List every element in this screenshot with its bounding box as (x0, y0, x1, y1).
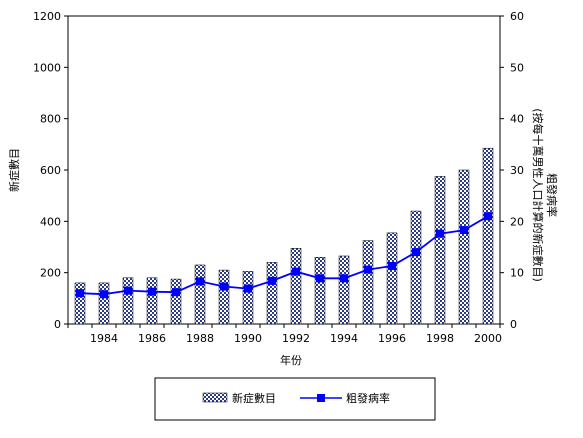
rate-point-1992 (292, 267, 300, 276)
bar-1998 (434, 176, 446, 325)
rate-point-1991 (268, 276, 276, 285)
bar-1985 (122, 277, 134, 325)
rate-point-1996 (388, 261, 396, 270)
bar-1986 (146, 277, 158, 325)
rate-point-1984 (100, 290, 108, 299)
left-tick-label: 0 (54, 318, 61, 331)
rate-point-1999 (460, 226, 468, 235)
left-tick-label: 200 (40, 267, 61, 280)
legend-bar-swatch (202, 392, 228, 403)
left-tick-label: 400 (40, 215, 61, 228)
x-tick-label: 1994 (330, 332, 358, 345)
left-tick-label: 1200 (33, 10, 61, 23)
bar-1987 (170, 278, 182, 325)
x-tick-label: 2000 (474, 332, 502, 345)
x-tick-label: 1998 (426, 332, 454, 345)
bar-1993 (314, 257, 326, 325)
bar-1989 (218, 269, 230, 325)
rate-point-2000 (484, 212, 492, 221)
rate-point-1983 (76, 289, 84, 298)
rate-point-1987 (172, 288, 180, 297)
rate-point-1989 (220, 282, 228, 291)
x-axis: 1984 1986 1988 1990 1992 1994 1996 1998 2000 (67, 324, 502, 345)
right-axis-title: 粗發病率(按每十萬男性人口計算的新症數目) (531, 108, 559, 282)
left-tick-label: 600 (40, 164, 61, 177)
right-tick-label: 50 (510, 61, 524, 74)
rate-line (79, 215, 489, 296)
x-tick-label: 1990 (234, 332, 262, 345)
x-axis-title: 年份 (280, 353, 302, 367)
rate-point-1988 (196, 277, 204, 286)
bar-1995 (362, 240, 374, 325)
right-tick-label: 40 (510, 113, 524, 126)
bar-1991 (266, 262, 278, 325)
rate-point-1995 (364, 265, 372, 274)
left-axis-title: 新症數目 (7, 148, 21, 192)
rate-point-1990 (244, 284, 252, 293)
right-tick-label: 60 (510, 10, 524, 23)
x-tick-label: 1988 (186, 332, 214, 345)
right-tick-label: 30 (510, 164, 524, 177)
bar-1999 (458, 169, 470, 325)
rate-point-1997 (412, 248, 420, 257)
rate-point-1994 (340, 274, 348, 283)
line-series (76, 212, 492, 299)
rate-point-1993 (316, 274, 324, 283)
x-tick-label: 1992 (282, 332, 310, 345)
left-axis: 0 200 400 600 800 1000 1200 (33, 10, 68, 331)
rate-point-1986 (148, 287, 156, 296)
bar-1992 (290, 248, 302, 325)
right-axis-title-line: 粗發病率 (545, 173, 559, 217)
legend-line-label: 粗發病率 (346, 391, 390, 405)
right-tick-label: 10 (510, 267, 524, 280)
right-axis: 0 10 20 30 40 50 60 (500, 10, 524, 331)
legend-line-marker (317, 394, 325, 402)
bar-1994 (338, 255, 350, 325)
legend-box (154, 377, 436, 421)
bar-1990 (242, 271, 254, 325)
right-tick-label: 20 (510, 215, 524, 228)
legend-bar-label: 新症數目 (232, 391, 276, 405)
x-tick-label: 1996 (378, 332, 406, 345)
bar-series (74, 147, 494, 325)
bar-2000 (482, 147, 494, 325)
x-tick-label: 1986 (138, 332, 166, 345)
bar-1988 (194, 264, 206, 325)
left-tick-label: 800 (40, 113, 61, 126)
right-axis-title-line: (按每十萬男性人口計算的新症數目) (531, 108, 545, 282)
bar-1983 (74, 282, 86, 325)
bar-1997 (410, 210, 422, 325)
rate-point-1998 (436, 229, 444, 238)
bar-1996 (386, 232, 398, 325)
left-tick-label: 1000 (33, 61, 61, 74)
rate-point-1985 (124, 286, 132, 295)
right-tick-label: 0 (510, 318, 517, 331)
bar-1984 (98, 282, 110, 325)
x-tick-label: 1984 (90, 332, 118, 345)
